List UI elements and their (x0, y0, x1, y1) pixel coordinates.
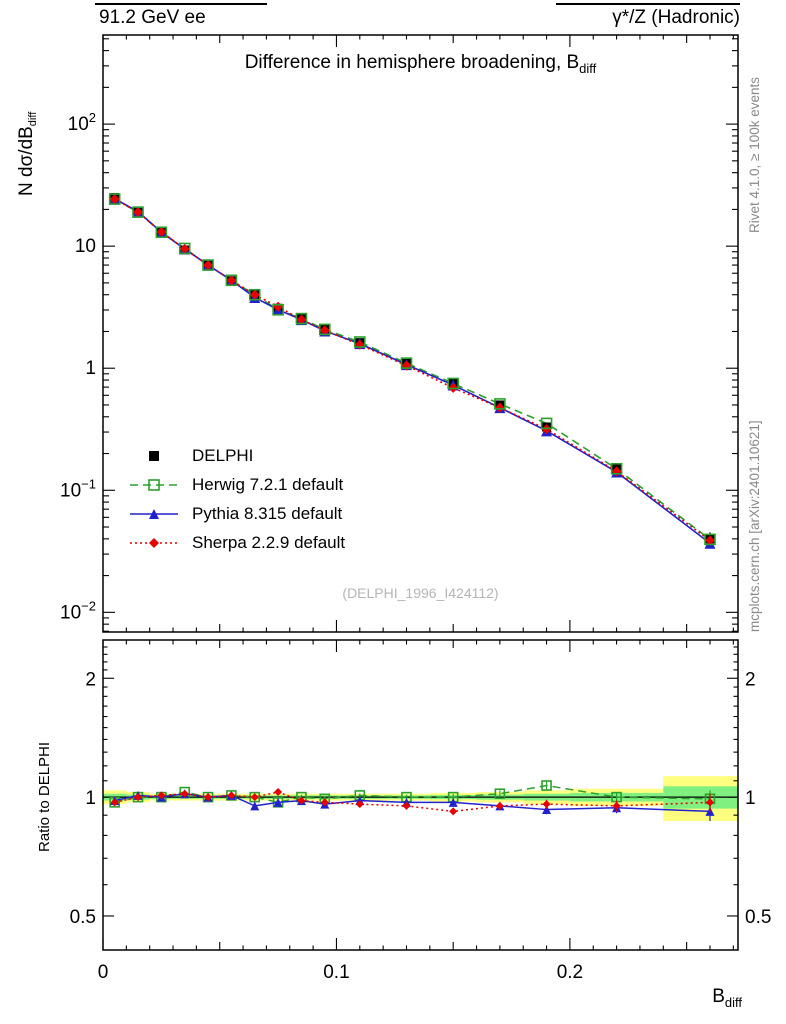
analysis-id-watermark: (DELPHI_1996_I424112) (342, 585, 499, 601)
legend-item-delphi: DELPHI (128, 441, 345, 470)
legend-item-herwig: Herwig 7.2.1 default (128, 470, 345, 499)
svg-text:102: 102 (68, 110, 96, 135)
legend-label-herwig: Herwig 7.2.1 default (192, 474, 344, 494)
svg-text:1: 1 (745, 788, 756, 809)
plot-title-sub: diff (579, 61, 597, 76)
svg-text:0: 0 (98, 962, 109, 983)
header-rule-right (556, 3, 740, 5)
legend-marker-delphi-icon (149, 450, 159, 461)
legend-label-sherpa: Sherpa 2.2.9 default (192, 532, 346, 552)
svg-text:0.2: 0.2 (557, 962, 583, 983)
svg-text:1: 1 (85, 788, 96, 809)
process-label: γ*/Z (Hadronic) (612, 7, 740, 28)
legend-item-sherpa: Sherpa 2.2.9 default (128, 528, 345, 557)
svg-text:2: 2 (85, 669, 96, 690)
header-rule-left (95, 3, 267, 5)
svg-text:10: 10 (75, 236, 96, 257)
rivet-version-note: Rivet 4.1.0, ≥ 100k events (747, 77, 762, 233)
legend-label-delphi: DELPHI (192, 445, 254, 465)
beam-energy-label: 91.2 GeV ee (99, 7, 206, 28)
legend: DELPHI Herwig 7.2.1 default Pythia 8.315… (128, 441, 345, 557)
x-axis-title: Bdiff (712, 986, 742, 1010)
x-axis-title-text: B (712, 986, 725, 1007)
legend-marker-herwig-icon (130, 478, 178, 491)
legend-marker-sherpa-icon (130, 537, 178, 548)
ratio-axis-title: Ratio to DELPHI (36, 741, 53, 852)
x-axis-title-sub: diff (724, 995, 742, 1010)
y-axis-title-text: N dσ/dB (16, 126, 37, 196)
svg-text:0.5: 0.5 (70, 907, 96, 928)
legend-marker-pythia-icon (130, 508, 178, 519)
svg-text:10−1: 10−1 (60, 476, 96, 501)
plot-title: Difference in hemisphere broadening, Bdi… (103, 52, 738, 76)
svg-text:0.5: 0.5 (745, 907, 771, 928)
svg-text:2: 2 (745, 669, 756, 690)
legend-label-pythia: Pythia 8.315 default (192, 503, 343, 523)
y-axis-title-sub: diff (27, 111, 39, 127)
svg-text:1: 1 (85, 358, 96, 379)
svg-text:0.1: 0.1 (323, 962, 349, 983)
svg-text:10−2: 10−2 (60, 598, 96, 623)
y-axis-title: N dσ/dBdiff (16, 112, 39, 196)
plot-title-text: Difference in hemisphere broadening, B (244, 52, 580, 73)
mcplots-arxiv-note: mcplots.cern.ch [arXiv:2401.10621] (747, 420, 762, 632)
legend-item-pythia: Pythia 8.315 default (128, 499, 345, 528)
